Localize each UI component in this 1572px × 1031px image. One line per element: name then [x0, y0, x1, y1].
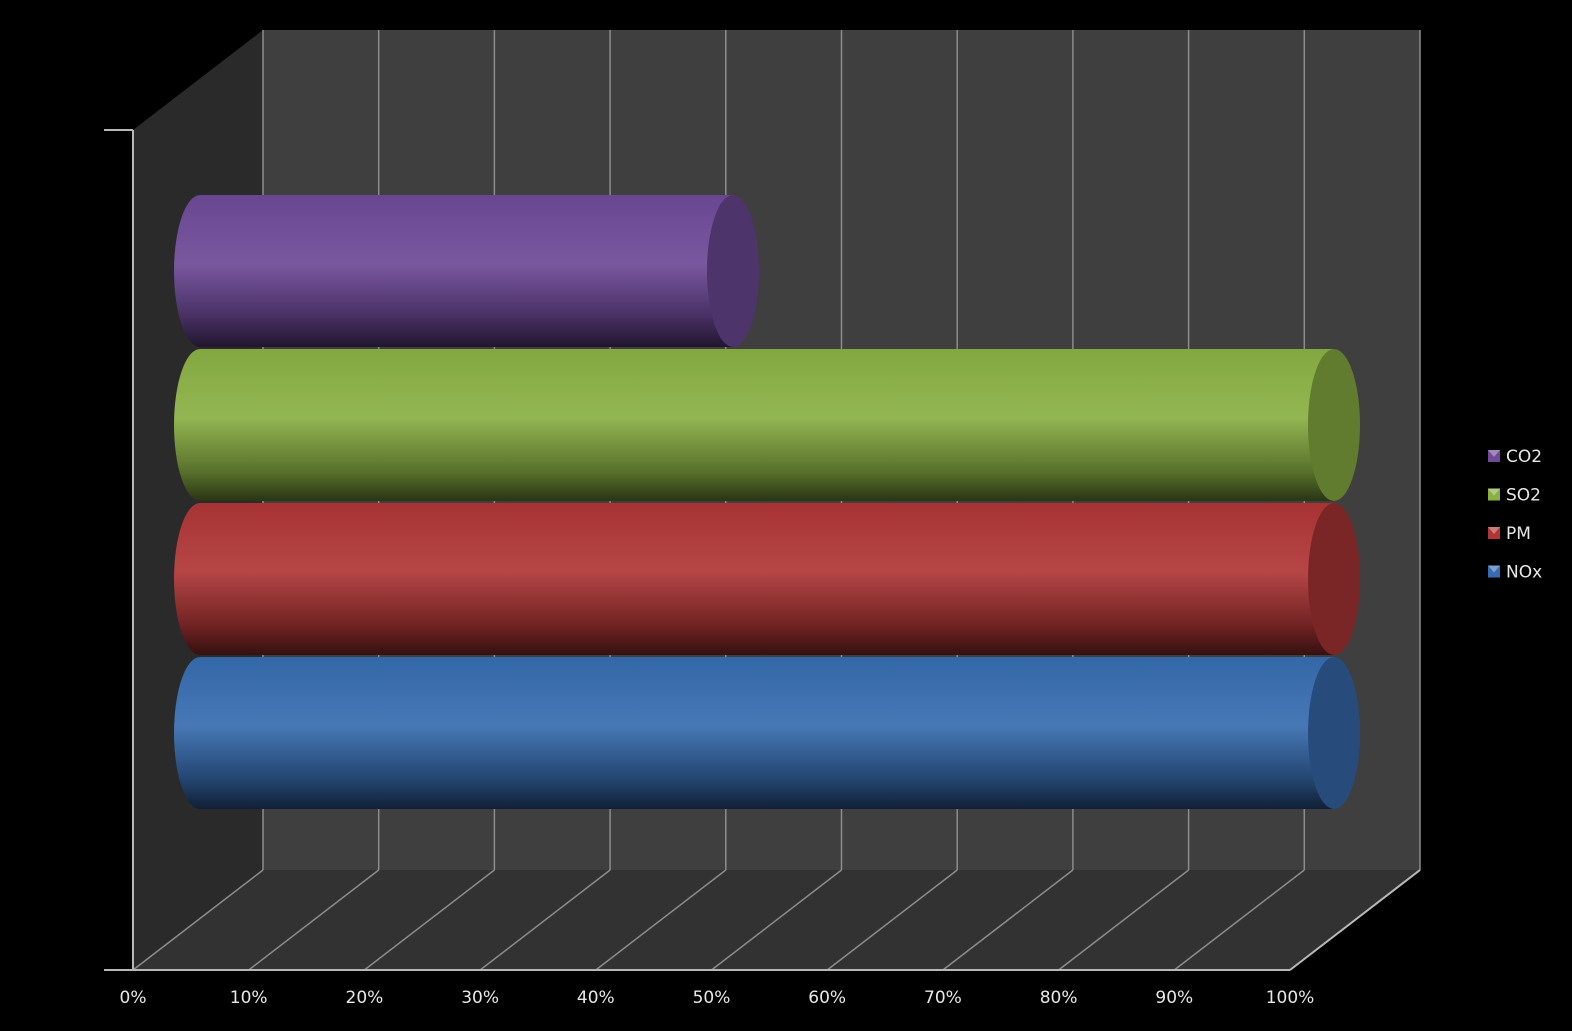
x-tick-label: 0%	[120, 988, 147, 1008]
x-tick-label: 90%	[1155, 988, 1193, 1008]
bar-body	[174, 195, 733, 347]
bar-cap	[1308, 349, 1360, 501]
x-tick-label: 80%	[1040, 988, 1078, 1008]
bar-body	[174, 349, 1334, 501]
legend-label: PM	[1506, 524, 1531, 544]
bar-cap	[707, 195, 759, 347]
x-tick-label: 20%	[346, 988, 384, 1008]
bar-nox	[174, 657, 1360, 809]
x-tick-label: 40%	[577, 988, 615, 1008]
bar-co2	[174, 195, 759, 347]
bar-cap	[1308, 657, 1360, 809]
x-tick-label: 70%	[924, 988, 962, 1008]
bar-so2	[174, 349, 1360, 501]
x-tick-label: 60%	[808, 988, 846, 1008]
legend-label: CO2	[1506, 447, 1542, 467]
bar-pm	[174, 503, 1360, 655]
bar-body	[174, 657, 1334, 809]
x-tick-label: 50%	[693, 988, 731, 1008]
x-tick-label: 10%	[230, 988, 268, 1008]
legend-label: NOx	[1506, 563, 1542, 583]
x-tick-label: 30%	[461, 988, 499, 1008]
bar-body	[174, 503, 1334, 655]
bar-cap	[1308, 503, 1360, 655]
x-tick-label: 100%	[1266, 988, 1315, 1008]
legend-label: SO2	[1506, 486, 1541, 506]
